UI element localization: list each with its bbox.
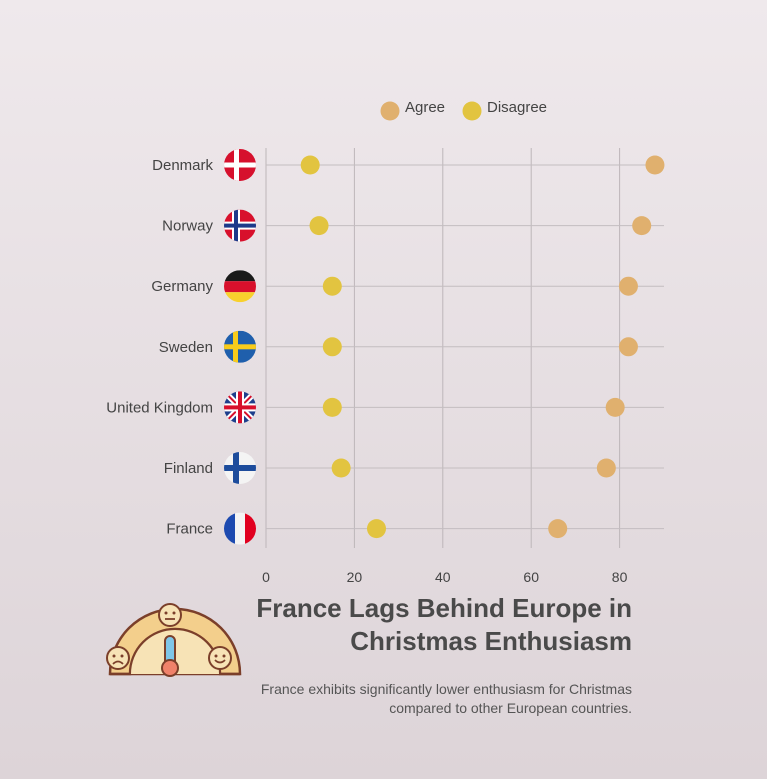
norway-flag-icon — [224, 209, 256, 242]
x-tick-label: 20 — [347, 569, 363, 585]
dot-disagree — [322, 397, 342, 417]
dot-disagree — [322, 276, 342, 296]
dot-disagree — [309, 216, 329, 236]
dot-disagree — [322, 337, 342, 357]
dot-disagree — [300, 155, 320, 175]
legend-label-disagree: Disagree — [487, 99, 547, 116]
y-category-label: Denmark — [152, 157, 213, 174]
y-category-label: Sweden — [159, 339, 213, 356]
dot-disagree — [331, 458, 351, 478]
dot-agree — [618, 337, 638, 357]
y-category-label: Finland — [164, 460, 213, 477]
sweden-flag-icon — [224, 330, 256, 363]
legend-marker-disagree — [462, 101, 482, 121]
y-category-label: France — [166, 521, 213, 538]
dot-disagree — [367, 519, 386, 539]
thermometer-gauge-icon — [106, 603, 242, 677]
y-category-label: United Kingdom — [106, 399, 213, 416]
x-tick-label: 80 — [612, 569, 628, 585]
dot-plot-chart: Denmark Norway Germany Sweden United Kingdom… — [106, 99, 665, 585]
y-category-label: Norway — [162, 218, 213, 235]
denmark-flag-icon — [224, 149, 256, 181]
chart-title: France Lags Behind Europe in Christmas E… — [256, 593, 632, 656]
germany-flag-icon — [224, 270, 256, 303]
x-tick-label: 60 — [523, 569, 539, 585]
dot-agree — [548, 519, 568, 539]
dot-agree — [596, 458, 616, 478]
uk-flag-icon — [224, 391, 256, 424]
x-tick-label: 0 — [262, 569, 270, 585]
france-flag-icon — [224, 512, 256, 545]
finland-flag-icon — [224, 452, 256, 484]
dot-agree — [618, 276, 638, 296]
dot-agree — [632, 216, 652, 236]
y-category-label: Germany — [151, 278, 213, 295]
legend-marker-agree — [380, 101, 400, 121]
legend-label-agree: Agree — [405, 99, 445, 116]
dot-agree — [605, 397, 625, 417]
x-tick-label: 40 — [435, 569, 451, 585]
chart-subtitle: France exhibits significantly lower enth… — [260, 681, 632, 716]
dot-agree — [645, 155, 665, 175]
